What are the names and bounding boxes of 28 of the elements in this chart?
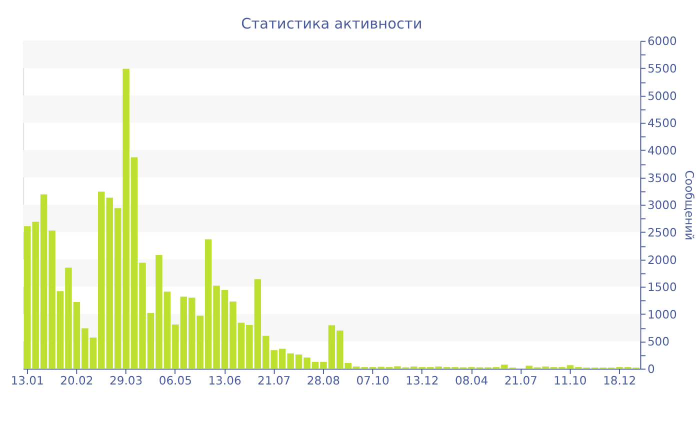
x-tick-label: 13.12: [406, 374, 439, 388]
y-tick-label: 1000: [647, 307, 677, 322]
x-tick-label: 11.10: [554, 374, 587, 388]
y-tick-label: 500: [647, 334, 670, 349]
x-tick-label: 08.04: [454, 374, 488, 388]
x-tick-label: 29.03: [109, 374, 143, 388]
x-tick-label: 28.08: [306, 374, 340, 388]
x-tick-label: 13.01: [10, 374, 44, 388]
x-tick-label: 21.07: [504, 374, 538, 388]
y-tick-label: 1500: [647, 280, 677, 294]
x-tick-label: 20.02: [60, 374, 94, 388]
x-tick-label: 18.12: [603, 374, 636, 388]
x-tick-label: 06.05: [158, 374, 192, 388]
y-tick-label: 2000: [647, 252, 677, 267]
y-tick-label: 2500: [647, 225, 677, 240]
y-tick-label: 0: [647, 362, 655, 376]
x-tick-label: 21.07: [258, 374, 291, 388]
y-tick-label: 6000: [647, 34, 677, 48]
y-tick-label: 5000: [647, 88, 677, 103]
y-tick-label: 4500: [647, 116, 677, 130]
chart-title: Статистика активности: [241, 16, 422, 32]
x-tick-label: 13.06: [208, 374, 242, 388]
y-tick-label: 4000: [647, 143, 677, 158]
y-tick-label: 3000: [647, 198, 677, 212]
x-tick-label: 07.10: [356, 374, 390, 388]
y-tick-label: 5500: [647, 62, 677, 76]
y-tick-label: 3500: [647, 170, 677, 185]
y-axis-title: Сообщений: [682, 170, 697, 240]
